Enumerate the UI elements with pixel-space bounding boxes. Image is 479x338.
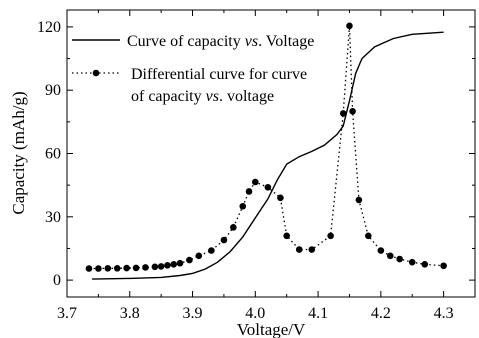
series-2-point [408, 258, 416, 266]
y-tick-labels: 0 30 60 90 120 [37, 19, 61, 289]
x-tick-label: 4.3 [434, 305, 454, 322]
legend-marker-circle [92, 69, 100, 77]
legend-text-part: . Voltage [258, 33, 314, 50]
x-tick-label: 3.9 [183, 305, 203, 322]
legend-text-part: of capacity [131, 88, 206, 105]
series-1-line [92, 31, 444, 280]
series-2-point [308, 246, 316, 253]
axis-ticks [66, 10, 475, 297]
y-tick-label: 30 [45, 209, 61, 226]
series-2-point [195, 252, 203, 260]
series-2-point [283, 232, 290, 240]
series-2-point [186, 256, 193, 264]
series-2-point [176, 259, 184, 267]
series-2-point [339, 110, 347, 117]
series-2-point [364, 232, 372, 240]
series-2-point [85, 265, 93, 272]
legend-text-part: Differential curve for curve [131, 66, 307, 83]
series-2-point [346, 22, 353, 30]
series-2-point [349, 107, 356, 115]
x-tick-labels: 3.7 3.8 3.9 4.0 4.1 4.2 4.3 [57, 305, 454, 322]
legend: Curve of capacity vs. VoltageDifferentia… [72, 33, 314, 105]
series-2-point [377, 247, 385, 254]
series-2-point [113, 265, 121, 272]
x-tick-label: 4.0 [245, 305, 265, 322]
series-2-line [89, 25, 444, 270]
y-tick-label: 0 [53, 272, 61, 289]
x-tick-label: 4.2 [371, 305, 391, 322]
series-2-point [132, 264, 140, 272]
series-2-point [104, 265, 112, 272]
series-layer [85, 22, 447, 280]
legend-text-part: vs [245, 33, 258, 50]
y-tick-label: 120 [37, 19, 61, 36]
series-2-point [142, 264, 149, 271]
series-2-point [123, 264, 130, 272]
legend-label-capacity: Curve of capacity vs. Voltage [127, 33, 314, 50]
series-2-point [151, 263, 159, 271]
series-2-point [295, 246, 303, 253]
series-2-point [277, 194, 284, 202]
series-2-point [239, 202, 247, 210]
legend-label-differential-line2: of capacity vs. voltage [131, 88, 274, 105]
series-2-point [421, 260, 429, 268]
series-2-point [95, 265, 102, 272]
series-2-point [208, 247, 215, 254]
series-2-point [245, 188, 253, 195]
series-2-point [386, 252, 394, 260]
series-2-point [355, 196, 363, 204]
series-2-point [170, 260, 178, 268]
x-axis-label: Voltage/V [237, 320, 306, 338]
series-2-point [252, 178, 259, 186]
y-axis-label: Capacity (mAh/g) [9, 91, 28, 214]
series-2-point [327, 232, 334, 240]
legend-text-part: vs [206, 88, 219, 105]
series-2-point [396, 255, 403, 263]
series-2-point [264, 183, 272, 191]
series-2-point [164, 262, 171, 269]
legend-text-part: Curve of capacity [127, 33, 245, 50]
series-2-point [220, 236, 228, 244]
series-2-point [230, 224, 237, 231]
y-tick-label: 90 [45, 82, 61, 99]
x-tick-label: 3.8 [120, 305, 140, 322]
plot-frame [66, 9, 476, 298]
series-2-point [157, 263, 165, 270]
x-tick-label: 3.7 [57, 305, 77, 322]
y-tick-label: 60 [45, 146, 61, 163]
series-2-point [440, 262, 447, 270]
legend-label-differential-line1: Differential curve for curve [131, 66, 307, 83]
legend-text-part: . voltage [219, 88, 274, 105]
x-tick-label: 4.1 [308, 305, 328, 322]
